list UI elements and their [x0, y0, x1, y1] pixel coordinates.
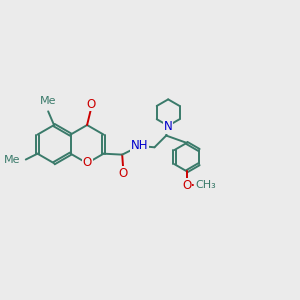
Text: O: O	[82, 156, 92, 169]
Text: O: O	[118, 167, 128, 180]
Text: O: O	[87, 98, 96, 110]
Text: Me: Me	[4, 154, 20, 164]
Text: CH₃: CH₃	[195, 181, 216, 190]
Text: N: N	[164, 120, 172, 133]
Text: O: O	[182, 179, 191, 192]
Text: NH: NH	[131, 139, 148, 152]
Text: Me: Me	[39, 97, 56, 106]
